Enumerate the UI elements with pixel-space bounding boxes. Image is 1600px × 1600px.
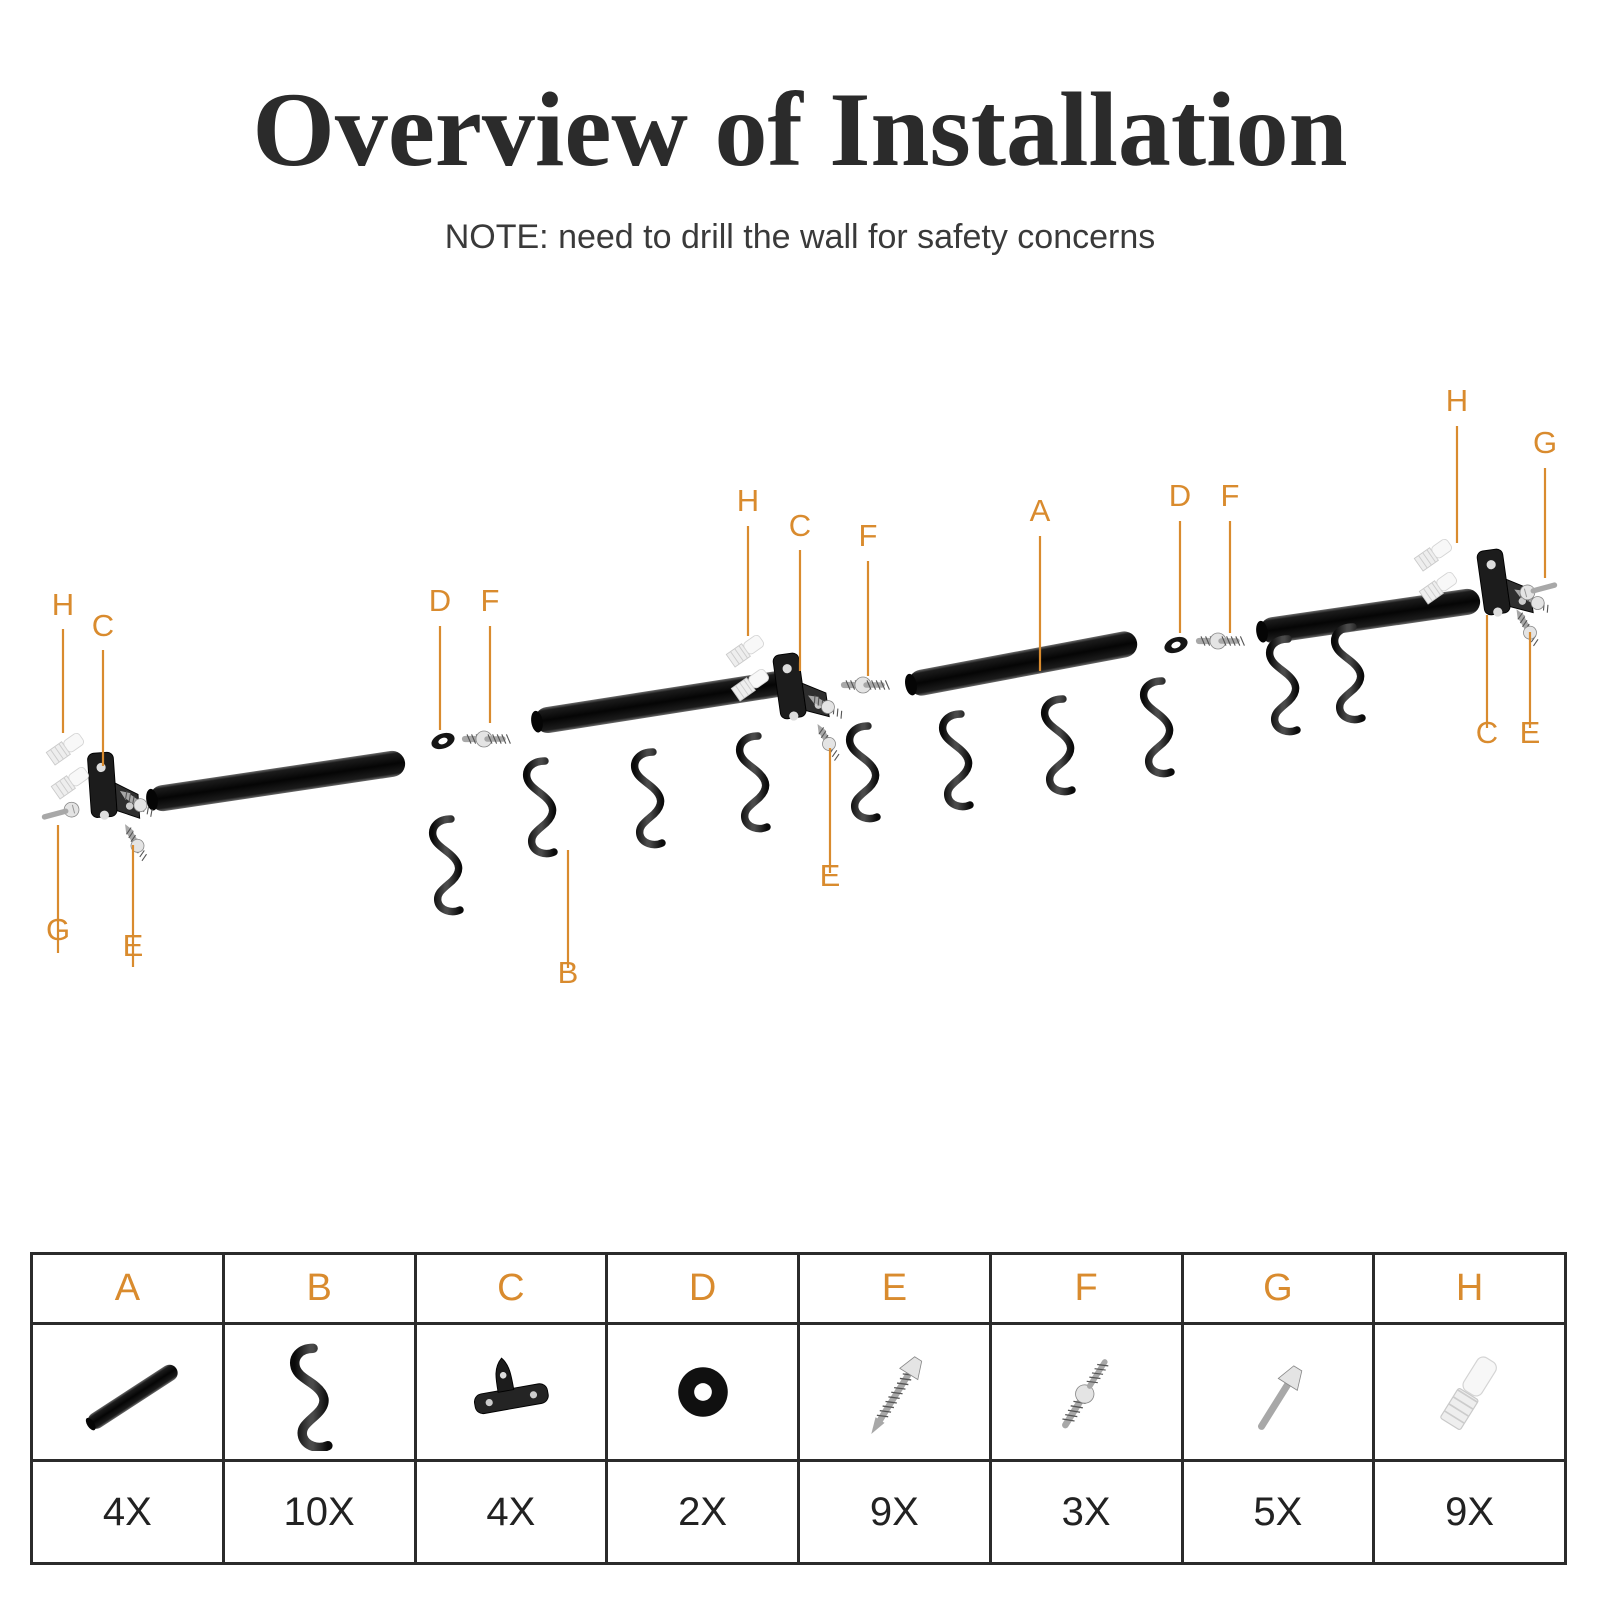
svg-text:C: C xyxy=(789,508,811,543)
svg-text:F: F xyxy=(1221,478,1240,513)
svg-text:F: F xyxy=(859,518,878,553)
svg-text:D: D xyxy=(429,583,451,618)
svg-text:H: H xyxy=(52,587,74,622)
svg-text:G: G xyxy=(1533,425,1557,460)
svg-text:F: F xyxy=(481,583,500,618)
svg-text:A: A xyxy=(1030,493,1051,528)
svg-text:H: H xyxy=(1446,383,1468,418)
svg-text:H: H xyxy=(737,483,759,518)
svg-text:D: D xyxy=(1169,478,1191,513)
svg-text:C: C xyxy=(92,608,114,643)
